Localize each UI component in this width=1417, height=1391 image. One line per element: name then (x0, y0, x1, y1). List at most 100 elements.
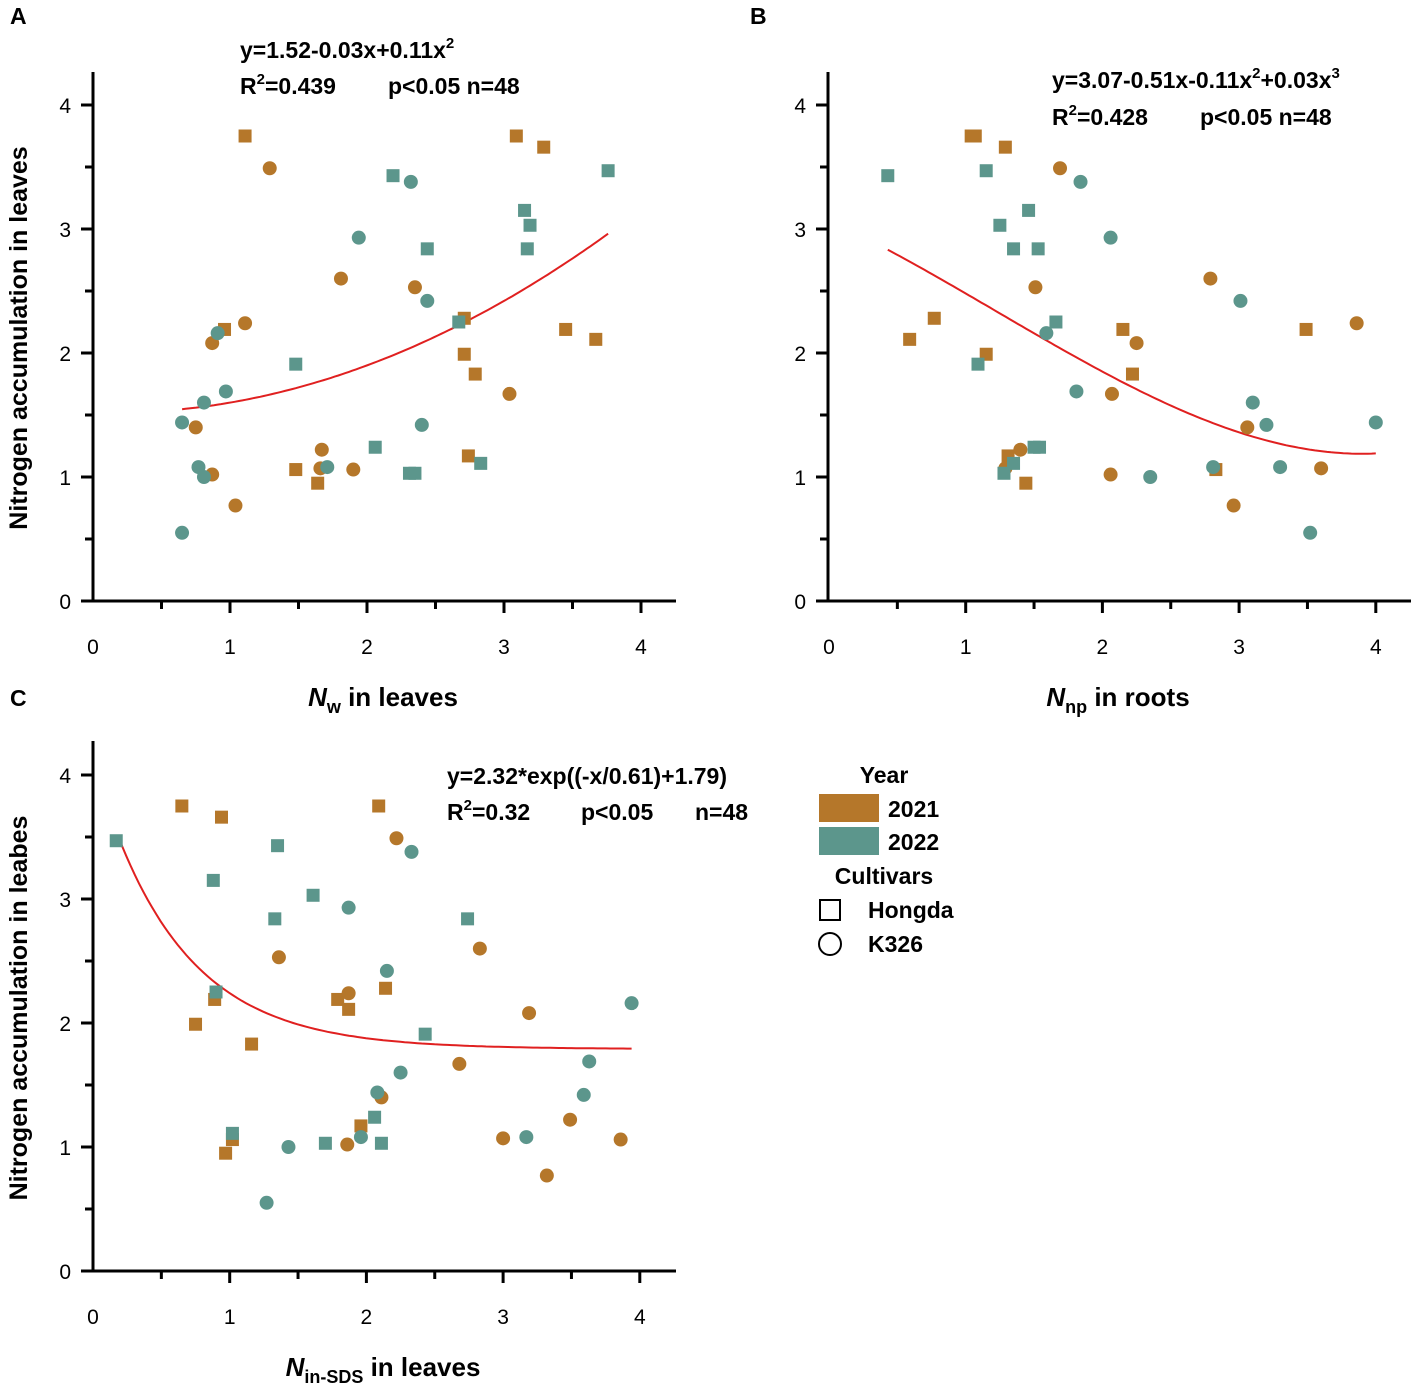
data-point-hongda-2021 (238, 129, 252, 143)
panel-a-xlabel: Nw in leaves (308, 682, 458, 717)
data-point-k326-2022 (370, 1085, 385, 1100)
panel-c-n: n=48 (695, 799, 748, 825)
data-point-k326-2022 (576, 1087, 591, 1102)
panel-c-ytick-label: 1 (59, 1137, 71, 1160)
data-point-hongda-2022 (474, 456, 488, 470)
data-point-hongda-2022 (408, 466, 422, 480)
data-point-hongda-2022 (979, 164, 993, 178)
data-point-k326-2021 (238, 316, 253, 331)
data-point-k326-2021 (539, 1168, 554, 1183)
data-point-hongda-2021 (245, 1037, 259, 1051)
data-point-hongda-2022 (1022, 203, 1036, 217)
legend-label-hongda: Hongda (868, 897, 954, 923)
data-point-k326-2022 (519, 1130, 534, 1145)
legend-label-k326: K326 (868, 931, 923, 957)
data-point-hongda-2022 (420, 242, 434, 256)
data-point-k326-2022 (1103, 230, 1118, 245)
data-point-hongda-2022 (1031, 242, 1045, 256)
data-point-k326-2022 (1259, 417, 1274, 432)
data-point-hongda-2021 (457, 347, 471, 361)
panel-c-fit-curve (116, 834, 632, 1050)
data-point-hongda-2022 (386, 169, 400, 183)
panel-b-axes: 0 1 2 3 4 0 1 2 3 4 (794, 72, 1411, 659)
data-point-k326-2022 (624, 996, 639, 1011)
data-point-hongda-2022 (601, 164, 615, 178)
panel-b-xtick-label: 3 (1233, 636, 1245, 659)
data-point-k326-2021 (1103, 467, 1118, 482)
data-point-hongda-2021 (927, 311, 941, 325)
data-point-k326-2021 (1013, 442, 1028, 457)
data-point-hongda-2022 (452, 315, 466, 329)
data-point-hongda-2021 (189, 1017, 203, 1031)
data-point-k326-2022 (353, 1130, 368, 1145)
data-point-hongda-2021 (979, 347, 993, 361)
data-point-k326-2022 (175, 525, 190, 540)
panel-c: C Nitrogen accumulation in leabes y=2.32… (5, 685, 748, 1387)
data-point-hongda-2021 (175, 799, 189, 813)
data-point-hongda-2021 (219, 1146, 233, 1160)
panel-b-ytick-label: 0 (794, 591, 806, 614)
data-point-hongda-2022 (318, 1136, 332, 1150)
panel-b-ytick-label: 2 (794, 343, 806, 366)
data-point-hongda-2022 (1027, 440, 1041, 454)
data-point-hongda-2022 (374, 1136, 388, 1150)
data-point-k326-2022 (1368, 415, 1383, 430)
data-point-hongda-2022 (206, 873, 220, 887)
data-point-k326-2021 (340, 1137, 355, 1152)
panel-b-fit (887, 248, 1376, 455)
data-point-k326-2022 (1039, 326, 1054, 341)
legend-circle-marker (818, 932, 842, 956)
data-point-hongda-2021 (342, 1002, 356, 1016)
panel-a-axes: 0 1 2 3 4 0 1 2 3 4 (59, 72, 676, 659)
panel-a-equation: y=1.52-0.03x+0.11x2 (240, 35, 454, 63)
data-point-hongda-2022 (1049, 315, 1063, 329)
data-point-k326-2021 (1129, 336, 1144, 351)
data-point-k326-2021 (188, 420, 203, 435)
panel-a-xtick-label: 0 (87, 636, 99, 659)
data-point-k326-2022 (196, 395, 211, 410)
panel-c-equation: y=2.32*exp((-x/0.61)+1.79) (447, 763, 727, 789)
data-point-k326-2022 (351, 230, 366, 245)
panel-b-stats: R2=0.428 (1052, 102, 1148, 130)
panel-a-stats: R2=0.439 (240, 71, 336, 99)
data-point-k326-2021 (1203, 271, 1218, 286)
legend-year-title: Year (860, 762, 909, 788)
data-point-k326-2021 (1226, 498, 1241, 513)
data-point-hongda-2021 (289, 463, 303, 477)
data-point-hongda-2021 (1125, 367, 1139, 381)
panel-b-xtick-label: 2 (1097, 636, 1109, 659)
data-point-k326-2021 (1349, 316, 1364, 331)
data-point-hongda-2022 (971, 357, 985, 371)
panel-a-fit-curve (181, 232, 609, 411)
panel-b-xlabel: Nnp in roots (1046, 682, 1189, 717)
data-point-k326-2022 (1206, 460, 1221, 475)
legend-label-2022: 2022 (888, 829, 939, 855)
data-point-hongda-2021 (998, 140, 1012, 154)
data-point-k326-2022 (1233, 293, 1248, 308)
data-point-hongda-2022 (209, 985, 223, 999)
data-point-k326-2022 (404, 844, 419, 859)
legend-swatch-2022 (819, 827, 879, 855)
panel-a-ytick-label: 1 (59, 467, 71, 490)
data-point-k326-2021 (271, 950, 286, 965)
data-point-k326-2021 (1104, 386, 1119, 401)
panel-a-ytick-label: 0 (59, 591, 71, 614)
data-point-k326-2022 (175, 415, 190, 430)
data-point-k326-2021 (1028, 280, 1043, 295)
panel-b-xtick-label: 4 (1370, 636, 1382, 659)
data-point-k326-2022 (1069, 384, 1084, 399)
panel-c-xtick-label: 2 (361, 1306, 373, 1329)
data-point-hongda-2021 (1116, 322, 1130, 336)
data-point-k326-2021 (333, 271, 348, 286)
data-point-k326-2022 (259, 1195, 274, 1210)
panel-b: B y=3.07-0.51x-0.11x2+0.03x3 R2=0.428 p<… (750, 3, 1411, 717)
data-point-k326-2021 (496, 1131, 511, 1146)
data-point-hongda-2022 (418, 1027, 432, 1041)
panel-b-points (881, 129, 1383, 540)
data-point-k326-2022 (403, 174, 418, 189)
data-point-k326-2021 (563, 1112, 578, 1127)
data-point-k326-2021 (341, 986, 356, 1001)
data-point-k326-2021 (613, 1132, 628, 1147)
panel-a-xtick-label: 3 (498, 636, 510, 659)
data-point-k326-2021 (389, 831, 404, 846)
